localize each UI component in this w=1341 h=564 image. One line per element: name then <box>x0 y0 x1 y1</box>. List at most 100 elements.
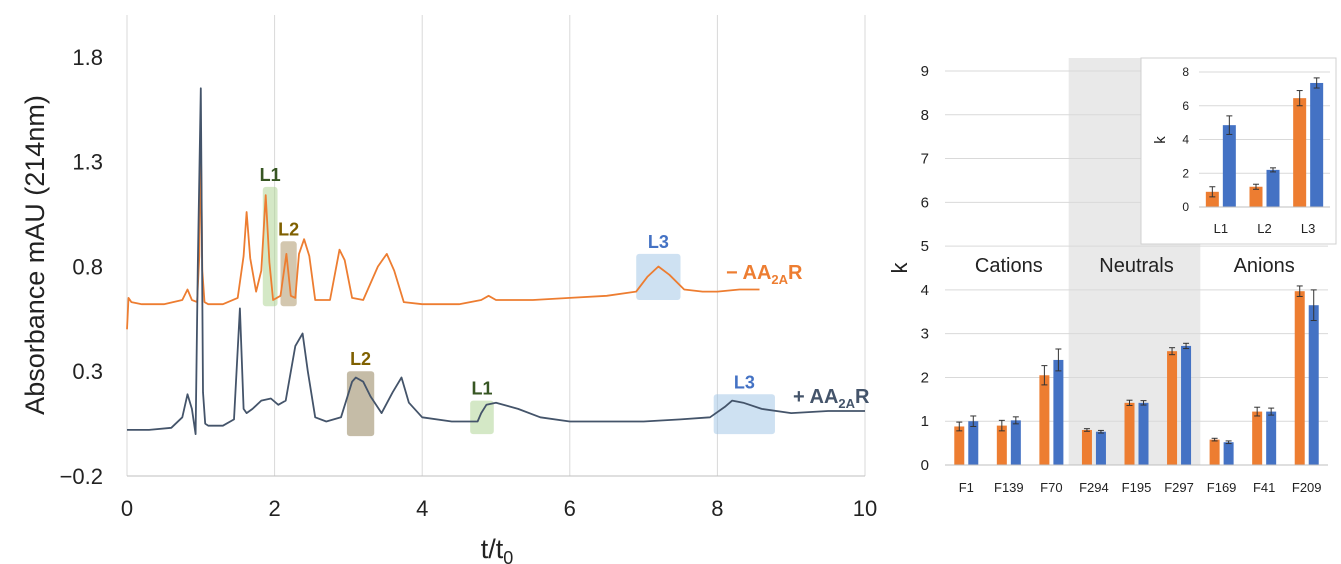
bar <box>1167 351 1178 465</box>
bar <box>1039 375 1050 465</box>
x-tick-label: L1 <box>1214 221 1228 236</box>
y-tick-label: 8 <box>1182 65 1189 79</box>
x-axis-label: t/t0 <box>481 534 514 564</box>
y-tick-labels: 0 2 4 6 8 <box>1182 65 1189 214</box>
grid-lines <box>126 15 866 476</box>
bar <box>1053 359 1064 465</box>
y-tick-label: 3 <box>921 326 929 343</box>
bar <box>1181 345 1192 465</box>
y-tick-label: 4 <box>1182 133 1189 147</box>
x-tick-labels: L1 L2 L3 <box>1214 221 1316 236</box>
x-tick-label: F297 <box>1164 480 1194 495</box>
bar <box>1308 305 1319 465</box>
y-tick-label: 1 <box>921 413 929 430</box>
bar <box>1249 186 1263 207</box>
highlight-box <box>470 400 494 435</box>
x-tick-label: F294 <box>1079 480 1109 495</box>
bar <box>1124 402 1135 465</box>
x-tick-label: F70 <box>1040 480 1062 495</box>
inset-bar-chart: L1 L2 L3 0 2 4 6 8 k <box>1140 57 1337 245</box>
y-axis-label: Absorbance mAU (214nm) <box>20 95 50 415</box>
inset-frame <box>1140 57 1337 245</box>
y-tick-label: 8 <box>921 107 929 124</box>
x-axis-label-main: t/t <box>481 534 504 564</box>
bar <box>1223 442 1234 465</box>
y-tick-label: 5 <box>921 238 929 255</box>
x-tick-label: 2 <box>268 496 280 521</box>
y-tick-label: 0 <box>1182 200 1189 214</box>
highlight-label: L1 <box>260 165 281 185</box>
y-tick-label: 1.8 <box>72 45 103 70</box>
highlight-box <box>636 253 681 300</box>
y-tick-label: 2 <box>1182 166 1189 180</box>
group-label: Neutrals <box>1099 255 1173 277</box>
bars <box>1199 77 1330 208</box>
group-labels: Cations Neutrals Anions <box>975 255 1295 277</box>
bar <box>1010 420 1021 465</box>
series-label-minus: − AA2AR <box>726 262 803 287</box>
x-axis-label-sub: 0 <box>503 548 513 564</box>
highlight-label: L2 <box>350 349 371 369</box>
x-tick-label: L3 <box>1301 221 1315 236</box>
x-tick-labels: F1 F139 F70 F294 F195 F297 F169 F41 F209 <box>959 480 1322 495</box>
bar <box>954 426 965 465</box>
bar <box>1209 439 1220 465</box>
bar <box>1081 429 1092 465</box>
highlight-label: L2 <box>278 219 299 239</box>
bar <box>1138 402 1149 465</box>
y-tick-label: 0.8 <box>72 254 103 279</box>
y-tick-label: 6 <box>1182 99 1189 113</box>
chromatogram-chart: L1 L2 L3 L2 L1 L3 0 2 4 6 8 10 −0.2 0.3 0.8 1.3 1.8 Ab… <box>20 15 877 564</box>
highlight-box <box>346 371 375 437</box>
bar <box>1293 98 1307 207</box>
y-tick-label: 7 <box>921 151 929 168</box>
highlight-label: L3 <box>648 232 669 252</box>
bar <box>1095 431 1106 465</box>
series-line <box>126 135 760 330</box>
bar <box>1294 291 1305 465</box>
bar <box>1310 82 1324 207</box>
series-line <box>127 87 865 436</box>
y-tick-label: 1.3 <box>72 150 103 175</box>
bar <box>968 421 979 465</box>
x-tick-label: 4 <box>416 496 428 521</box>
bar <box>1266 411 1277 465</box>
y-tick-label: 4 <box>921 282 929 299</box>
bar <box>996 425 1007 465</box>
bar <box>1252 411 1263 465</box>
highlight-label: L3 <box>734 372 755 392</box>
x-tick-label: L2 <box>1257 221 1271 236</box>
y-axis-label: k <box>887 262 912 274</box>
y-tick-labels: 0 1 2 3 4 5 6 7 8 9 <box>921 63 929 474</box>
series-label-plus: + AA2AR <box>793 386 870 411</box>
inset-y-axis-label: k <box>1152 136 1169 144</box>
highlight-regions: L1 L2 L3 L2 L1 L3 <box>260 165 775 437</box>
y-tick-labels: −0.2 0.3 0.8 1.3 1.8 <box>60 45 103 489</box>
bars <box>945 285 1328 466</box>
x-tick-label: F195 <box>1122 480 1152 495</box>
x-tick-labels: 0 2 4 6 8 10 <box>121 496 877 521</box>
x-tick-label: F41 <box>1253 480 1275 495</box>
x-tick-label: F139 <box>994 480 1024 495</box>
bar <box>1266 169 1280 207</box>
x-tick-label: 8 <box>711 496 723 521</box>
y-tick-label: 0.3 <box>72 359 103 384</box>
highlight-label: L1 <box>471 379 492 399</box>
y-tick-label: 6 <box>921 194 929 211</box>
x-tick-label: F209 <box>1292 480 1322 495</box>
x-tick-label: F1 <box>959 480 974 495</box>
y-tick-label: 9 <box>921 63 929 80</box>
bar <box>1222 125 1236 207</box>
group-label: Anions <box>1234 255 1295 277</box>
x-tick-label: 10 <box>853 496 877 521</box>
x-tick-label: 0 <box>121 496 133 521</box>
y-tick-label: 2 <box>921 369 929 386</box>
bar <box>1205 191 1219 207</box>
y-tick-label: 0 <box>921 457 929 474</box>
x-tick-label: F169 <box>1207 480 1237 495</box>
y-tick-label: −0.2 <box>60 464 103 489</box>
group-label: Cations <box>975 255 1043 277</box>
x-tick-label: 6 <box>564 496 576 521</box>
series-lines <box>126 87 865 436</box>
